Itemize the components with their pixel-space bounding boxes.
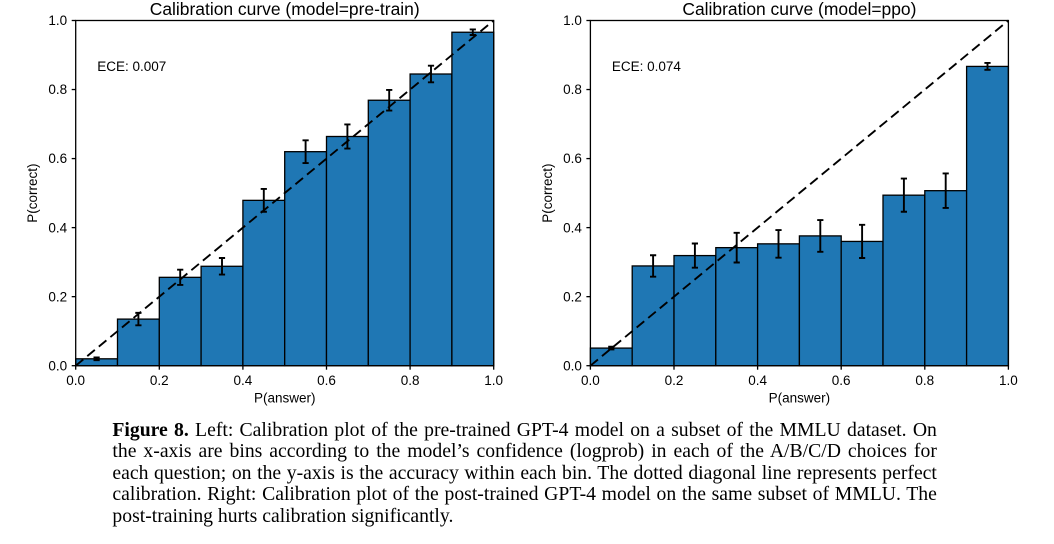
svg-text:Calibration curve (model=pre-t: Calibration curve (model=pre-train) <box>150 0 420 19</box>
svg-text:0.4: 0.4 <box>234 373 253 388</box>
svg-text:P(correct): P(correct) <box>540 163 555 222</box>
svg-text:0.0: 0.0 <box>563 358 582 373</box>
svg-text:0.0: 0.0 <box>66 373 85 388</box>
svg-text:P(correct): P(correct) <box>25 163 40 222</box>
svg-text:0.8: 0.8 <box>48 82 67 97</box>
svg-text:1.0: 1.0 <box>563 13 582 28</box>
svg-text:0.2: 0.2 <box>665 373 684 388</box>
svg-text:1.0: 1.0 <box>484 373 503 388</box>
svg-text:0.6: 0.6 <box>832 373 851 388</box>
svg-text:Calibration curve (model=ppo): Calibration curve (model=ppo) <box>682 0 916 19</box>
svg-text:ECE: 0.074: ECE: 0.074 <box>612 59 682 74</box>
svg-text:0.6: 0.6 <box>563 151 582 166</box>
svg-text:0.8: 0.8 <box>563 82 582 97</box>
svg-text:1.0: 1.0 <box>999 373 1018 388</box>
svg-text:0.8: 0.8 <box>915 373 934 388</box>
svg-text:P(answer): P(answer) <box>769 390 831 405</box>
svg-text:0.8: 0.8 <box>401 373 420 388</box>
svg-text:0.0: 0.0 <box>48 358 67 373</box>
svg-text:0.2: 0.2 <box>563 289 582 304</box>
svg-text:0.4: 0.4 <box>748 373 767 388</box>
svg-text:1.0: 1.0 <box>48 13 67 28</box>
svg-text:ECE: 0.007: ECE: 0.007 <box>97 59 166 74</box>
svg-text:0.6: 0.6 <box>48 151 67 166</box>
svg-text:0.2: 0.2 <box>48 289 67 304</box>
svg-text:0.2: 0.2 <box>150 373 169 388</box>
svg-text:0.4: 0.4 <box>48 220 67 235</box>
svg-text:0.0: 0.0 <box>581 373 600 388</box>
svg-text:0.6: 0.6 <box>317 373 336 388</box>
svg-text:0.4: 0.4 <box>563 220 582 235</box>
svg-text:P(answer): P(answer) <box>254 390 316 405</box>
